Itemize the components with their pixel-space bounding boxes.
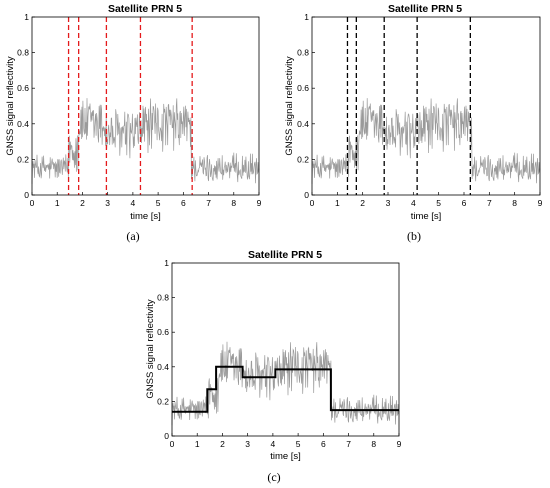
panel-a-x-tick-label: 1: [55, 198, 60, 208]
panel-c-x-tick-label: 0: [170, 439, 175, 449]
panel-a-y-tick-label: 0: [24, 190, 29, 200]
panel-c-axes-frame: [171, 262, 400, 437]
panel-a-caption: (a): [126, 229, 139, 243]
panel-b-y-ticks: 0 0.2 0.4 0.6 0.8 1: [297, 12, 315, 200]
panel-c-y-tick-label: 0: [164, 431, 169, 441]
panel-b-x-tick-label: 8: [512, 198, 517, 208]
panel-a-axes-frame: [31, 16, 260, 196]
panel-c-step-fit: [172, 365, 399, 413]
panel-a-x-tick-label: 9: [257, 198, 262, 208]
panel-a-y-tick-label: 0.4: [17, 119, 29, 129]
panel-c-x-tick-label: 9: [397, 439, 402, 449]
panel-b-signal: [311, 98, 541, 184]
panel-b-x-tick-label: 3: [386, 198, 391, 208]
panel-b-y-tick-label: 0: [304, 190, 309, 200]
panel-c-x-tick-label: 8: [371, 439, 376, 449]
panel-b-y-tick-label: 0.6: [297, 83, 309, 93]
panel-c-x-tick-label: 5: [296, 439, 301, 449]
panel-b-x-tick-label: 4: [411, 198, 416, 208]
panel-b-y-tick-label: 0.8: [297, 48, 309, 58]
panel-b-title: Satellite PRN 5: [388, 3, 462, 15]
panel-a-x-tick-label: 4: [131, 198, 136, 208]
panel-c-caption: (c): [267, 470, 280, 484]
panel-b-caption: (b): [407, 229, 421, 243]
panel-c-x-tick-label: 4: [271, 439, 276, 449]
panel-b: Satellite PRN 5 0 1 2 3 4 5 6 7 8 9 0 0.2 0.4 0.6 0.8…: [284, 3, 543, 243]
panel-a-x-tick-label: 6: [181, 198, 186, 208]
panel-a-x-tick-label: 0: [30, 198, 35, 208]
panel-c-title: Satellite PRN 5: [248, 249, 322, 261]
panel-b-x-ticks: 0 1 2 3 4 5 6 7 8 9: [310, 192, 543, 208]
panel-b-axes-frame: [311, 16, 541, 196]
panel-a-x-ticks: 0 1 2 3 4 5 6 7 8 9: [30, 192, 262, 208]
panel-a-y-ticks: 0 0.2 0.4 0.6 0.8 1: [17, 12, 35, 200]
panel-c-signal: [171, 341, 400, 426]
panel-b-x-tick-label: 1: [335, 198, 340, 208]
panel-c-y-axis-label: GNSS signal reflectivity: [145, 299, 156, 399]
panel-c-y-tick-label: 1: [164, 258, 169, 268]
panel-b-x-tick-label: 0: [310, 198, 315, 208]
panel-a-y-tick-label: 0.8: [17, 48, 29, 58]
panel-a-y-tick-label: 1: [24, 12, 29, 22]
panel-a-x-tick-label: 2: [80, 198, 85, 208]
panel-b-x-tick-label: 6: [462, 198, 467, 208]
panel-b-y-tick-label: 0.4: [297, 119, 309, 129]
panel-c-x-tick-label: 1: [195, 439, 200, 449]
panel-b-y-tick-label: 0.2: [297, 154, 309, 164]
panel-c-x-ticks: 0 1 2 3 4 5 6 7 8 9: [170, 433, 402, 449]
panel-c-y-ticks: 0 0.2 0.4 0.6 0.8 1: [157, 258, 175, 441]
panel-c: Satellite PRN 5 0 1 2 3 4 5 6 7 8 9 0 0.2 0.4 0.6 0.8…: [145, 249, 402, 484]
panel-a-x-tick-label: 5: [156, 198, 161, 208]
panel-a-x-axis-label: time [s]: [130, 211, 161, 222]
panel-b-x-tick-label: 9: [538, 198, 543, 208]
panel-b-x-tick-label: 5: [436, 198, 441, 208]
panel-c-y-tick-label: 0.2: [157, 396, 169, 406]
panel-c-x-tick-label: 6: [321, 439, 326, 449]
panel-a: Satellite PRN 5 0 1 2 3 4 5 6 7 8 9 0 0.2 0.4 0.6 0.8…: [5, 3, 262, 243]
panel-a-title: Satellite PRN 5: [108, 3, 182, 15]
panel-c-y-tick-label: 0.8: [157, 293, 169, 303]
panel-c-x-tick-label: 3: [245, 439, 250, 449]
panel-c-y-tick-label: 0.6: [157, 327, 169, 337]
panel-a-y-tick-label: 0.6: [17, 83, 29, 93]
panel-b-y-tick-label: 1: [304, 12, 309, 22]
panel-a-x-tick-label: 8: [231, 198, 236, 208]
panel-a-y-tick-label: 0.2: [17, 154, 29, 164]
panel-b-x-axis-label: time [s]: [411, 211, 442, 222]
panel-a-x-tick-label: 3: [105, 198, 110, 208]
panel-b-y-axis-label: GNSS signal reflectivity: [284, 56, 295, 156]
panel-a-y-axis-label: GNSS signal reflectivity: [5, 56, 16, 156]
panel-c-y-tick-label: 0.4: [157, 362, 169, 372]
panel-b-x-tick-label: 7: [487, 198, 492, 208]
panel-c-x-tick-label: 2: [220, 439, 225, 449]
panel-c-x-tick-label: 7: [346, 439, 351, 449]
panel-a-x-tick-label: 7: [206, 198, 211, 208]
panel-c-x-axis-label: time [s]: [270, 451, 301, 462]
panel-b-change-points: [346, 17, 471, 195]
panel-a-change-points: [67, 17, 193, 195]
panel-a-signal: [31, 98, 260, 184]
panel-b-x-tick-label: 2: [360, 198, 365, 208]
